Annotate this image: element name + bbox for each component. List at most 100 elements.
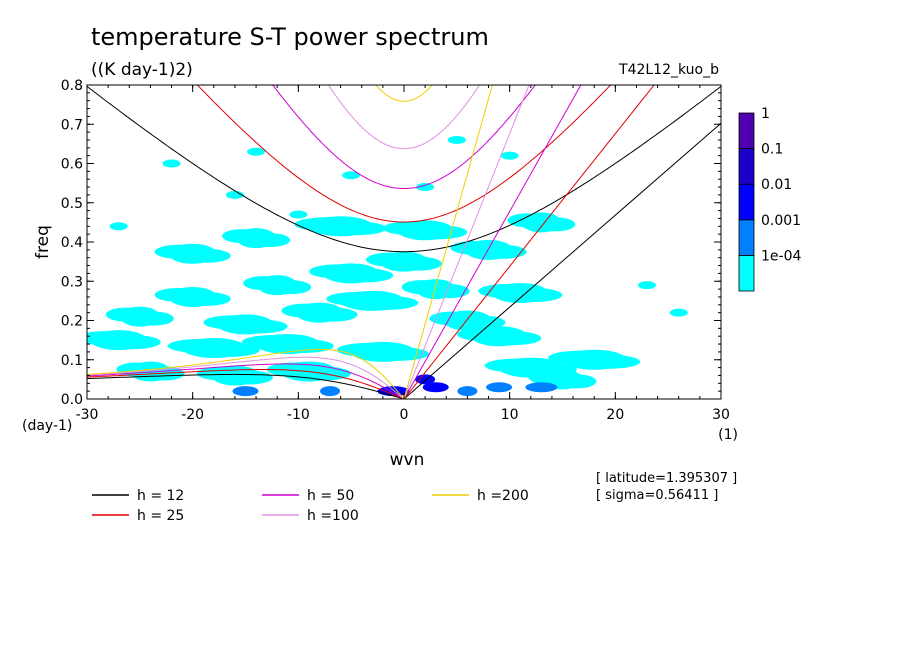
sigma-annotation: [ sigma=0.56411 ] [596, 488, 718, 503]
axis-ticks: -30 -20 -10 0 10 20 30 0.0 0.1 0.2 0.3 0.4 0.5 0.6 0.7… [61, 78, 730, 423]
x-axis-label: wvn [390, 450, 425, 470]
power-blob [411, 225, 468, 240]
x-tick-label: -20 [181, 407, 204, 423]
power-blob [322, 221, 387, 236]
colorbar-label: 1e-04 [761, 248, 801, 264]
power-blob [342, 171, 361, 180]
power-blob [478, 244, 527, 259]
colorbar-segment [738, 254, 755, 292]
legend-label: h = 50 [307, 488, 354, 504]
power-blob [133, 311, 174, 326]
legend: h = 12 h = 25 h = 50 h =100 h =200 [92, 488, 529, 524]
power-blob [271, 280, 312, 295]
ig-curve [196, 85, 612, 223]
y-tick-label: 0.3 [61, 274, 83, 290]
power-blob [104, 335, 161, 350]
power-blob-strong [525, 382, 558, 393]
y-tick-label: 0.6 [61, 157, 83, 173]
y-tick-label: 0.8 [61, 78, 83, 94]
ig-curve [272, 85, 536, 189]
run-label: T42L12_kuo_b [618, 62, 719, 78]
rossby-curve [87, 373, 405, 399]
power-blob [394, 256, 442, 271]
kelvin-curve [403, 85, 493, 399]
power-blob [669, 308, 688, 317]
legend-label: h = 12 [137, 488, 184, 504]
legend-label: h =200 [477, 488, 529, 504]
x-tick-label: 30 [712, 407, 730, 423]
power-blob [224, 370, 273, 385]
x-tick-label: 0 [400, 407, 409, 423]
power-blob [162, 159, 181, 168]
power-blob [309, 307, 358, 322]
power-blob [638, 281, 657, 290]
legend-label: h = 25 [137, 508, 184, 524]
power-blob-strong [457, 386, 478, 397]
power-shading [87, 135, 688, 397]
power-blob [416, 183, 435, 192]
power-blob [109, 222, 128, 231]
power-blob-strong [320, 386, 341, 397]
y-tick-label: 0.7 [61, 117, 83, 133]
dispersion-curves [87, 85, 721, 399]
x-tick-label: -10 [287, 407, 310, 423]
ig-curve [375, 85, 433, 102]
power-blob [231, 319, 288, 334]
rossby-curve [87, 363, 405, 399]
power-blob [556, 374, 597, 389]
chart-title: temperature S-T power spectrum [91, 23, 489, 51]
latitude-annotation: [ latitude=1.395307 ] [596, 471, 737, 486]
x-tick-label: -30 [76, 407, 99, 423]
kelvin-curve [403, 85, 530, 399]
power-blob [506, 288, 563, 303]
colorbar-label: 0.1 [761, 142, 783, 158]
power-blob [485, 331, 542, 346]
power-blob [289, 210, 308, 219]
legend-label: h =100 [307, 508, 359, 524]
power-blob [429, 284, 470, 299]
y-tick-label: 0.1 [61, 353, 83, 369]
power-blob [250, 233, 291, 248]
colorbar-label: 0.01 [761, 177, 792, 193]
power-blob [182, 248, 231, 263]
power-blob [195, 342, 260, 357]
power-blob [576, 354, 641, 369]
power-blob [500, 151, 519, 160]
y-tick-label: 0.5 [61, 196, 83, 212]
y-tick-label: 0.4 [61, 235, 83, 251]
x-tick-label: 20 [606, 407, 624, 423]
kelvin-curve [403, 122, 721, 399]
power-blob [247, 147, 266, 156]
y-tick-label: 0.0 [61, 392, 83, 408]
x-axis-unit: (1) [718, 427, 738, 443]
power-blob [182, 291, 231, 306]
x-tick-label: 10 [501, 407, 519, 423]
power-blob-strong [422, 382, 449, 393]
ig-curve [87, 86, 721, 253]
colorbar-label: 0.001 [761, 213, 801, 229]
colorbar-segment [738, 183, 755, 221]
colorbar-segment [738, 219, 755, 256]
rossby-curve [87, 356, 405, 399]
colorbar-segment [738, 112, 755, 149]
power-blob [337, 268, 394, 283]
power-blob [457, 315, 506, 330]
y-tick-label: 0.2 [61, 314, 83, 330]
power-blob [225, 190, 244, 199]
power-blob [269, 339, 334, 354]
rossby-curve [87, 369, 405, 399]
colorbar: 1 0.1 0.01 0.001 1e-04 [738, 106, 801, 292]
y-axis-unit: (day-1) [22, 418, 72, 434]
colorbar-label: 1 [761, 106, 770, 122]
power-blob-strong [486, 382, 513, 393]
chart-units: ((K day-1)2) [91, 60, 193, 80]
power-blob [364, 346, 429, 361]
ig-curve [327, 85, 481, 150]
power-blob [535, 217, 576, 232]
rossby-curve [87, 348, 405, 399]
power-blob [447, 135, 466, 144]
y-axis-label: freq [33, 225, 53, 259]
kelvin-curve [403, 85, 655, 399]
colorbar-segment [738, 148, 755, 185]
